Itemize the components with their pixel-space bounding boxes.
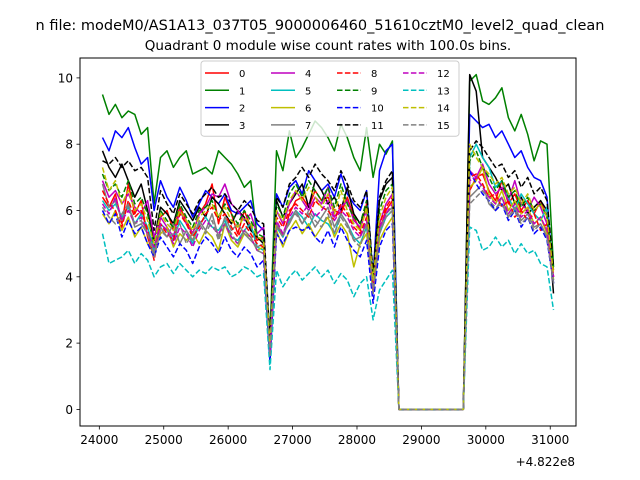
legend-label-13: 13 [437,86,450,97]
series-line-8 [101,173,555,411]
legend-label-2: 2 [239,104,245,115]
x-tick-label: 25000 [145,433,183,447]
x-tick-label: 30000 [467,433,505,447]
series-line-9 [101,150,555,411]
chart-title: Quadrant 0 module wise count rates with … [145,38,511,54]
series-line-10 [101,169,555,411]
legend-label-3: 3 [239,121,245,132]
series-line-11 [102,140,555,411]
figure-suptitle: n file: modeM0/AS1A13_037T05_9000006460_… [36,18,605,34]
x-tick-label: 31000 [531,433,569,447]
legend-label-1: 1 [239,86,245,97]
x-tick-label: 29000 [402,433,440,447]
series-line-12 [101,176,555,411]
y-tick-label: 6 [65,204,73,218]
legend-label-5: 5 [305,86,311,97]
plot-frame [79,57,577,427]
y-tick-label: 8 [65,138,73,152]
x-tick-label: 28000 [338,433,376,447]
legend-label-6: 6 [305,104,311,115]
plot-lines [101,73,555,411]
x-tick-label: 24000 [80,433,118,447]
y-tick-label: 4 [65,270,73,284]
legend-label-15: 15 [437,121,450,132]
x-tick-label: 27000 [273,433,311,447]
legend-label-0: 0 [239,69,245,80]
legend-box [200,60,460,137]
series-line-13 [101,226,555,411]
legend-label-12: 12 [437,69,450,80]
series-line-14 [101,143,555,411]
x-tick-label: 26000 [209,433,247,447]
y-tick-label: 0 [65,403,73,417]
series-line-3 [101,73,555,411]
y-tick-label: 10 [58,71,73,85]
legend-label-10: 10 [371,104,384,115]
series-line-1 [101,73,555,411]
x-offset-label: +4.822e8 [516,455,575,469]
legend-label-8: 8 [371,69,377,80]
y-tick-label: 2 [65,337,73,351]
legend-label-14: 14 [437,104,450,115]
legend-label-4: 4 [305,69,311,80]
legend-label-9: 9 [371,86,377,97]
series-line-15 [101,189,555,411]
legend-label-11: 11 [371,121,384,132]
axes: 24000 25000 26000 27000 28000 29000 30000 31000… [58,71,570,447]
series-line-2 [101,113,555,411]
legend-label-7: 7 [305,121,311,132]
